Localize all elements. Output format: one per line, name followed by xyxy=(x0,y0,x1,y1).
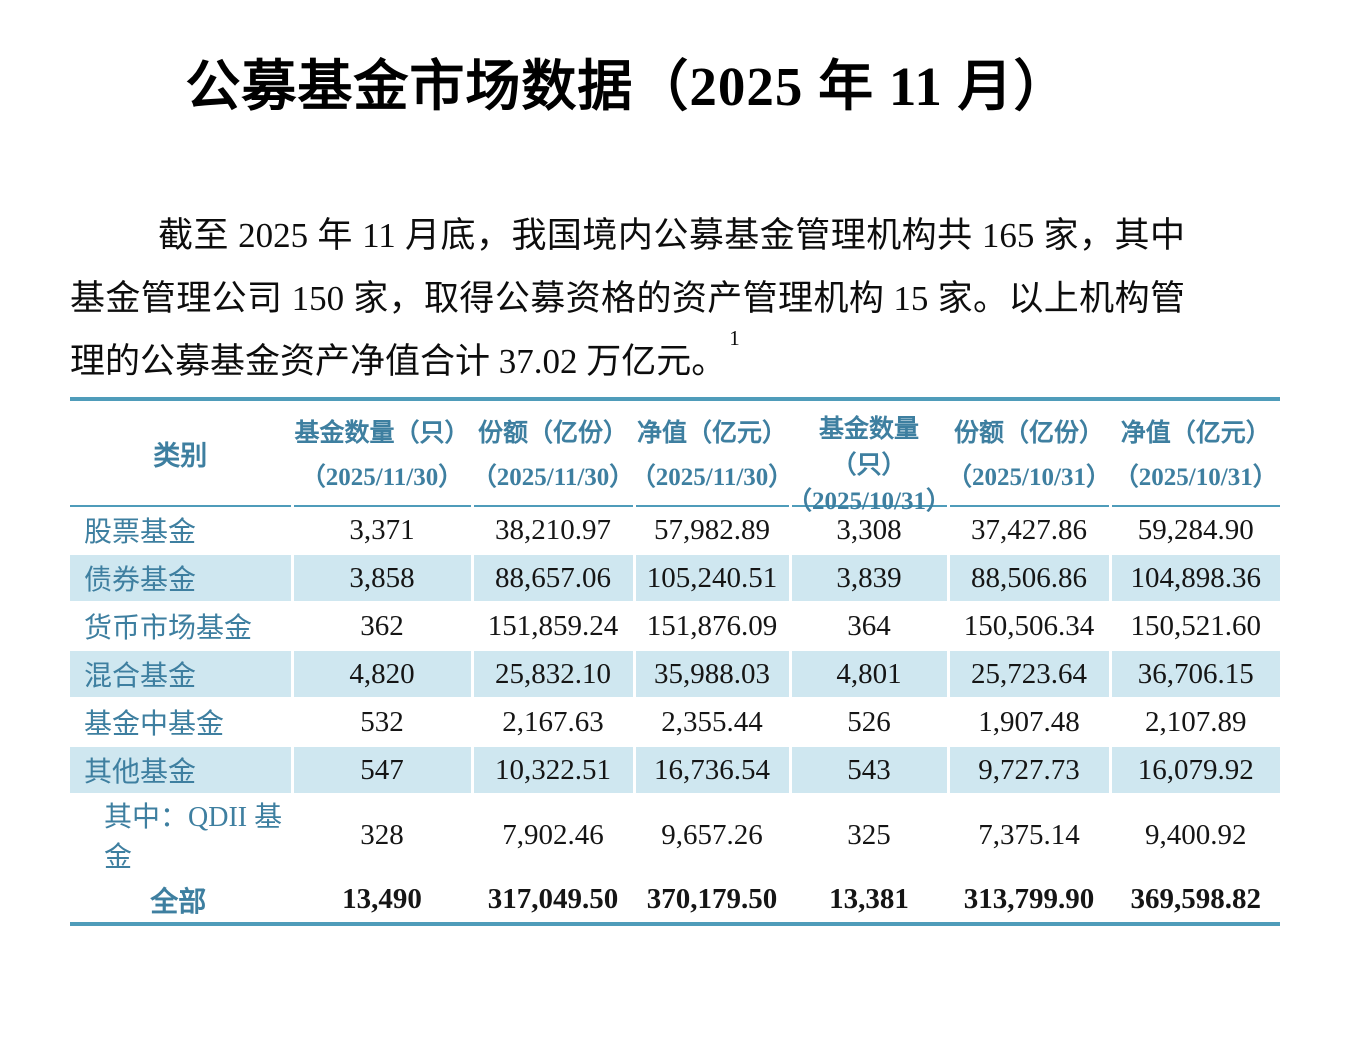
table-row: 债券基金 3,858 88,657.06 105,240.51 3,839 88,506.… xyxy=(70,553,1280,602)
page-title: 公募基金市场数据（2025 年 11 月） xyxy=(185,56,1070,117)
cell-value: 151,859.24 xyxy=(470,601,634,650)
cell-value: 13,381 xyxy=(788,875,948,924)
cell-value: 9,657.26 xyxy=(632,793,790,876)
cell-value: 3,858 xyxy=(290,553,472,602)
table-row: 混合基金 4,820 25,832.10 35,988.03 4,801 25,723.6… xyxy=(70,649,1280,698)
table-header-row: 类别 基金数量（只） （2025/11/30） 份额（亿份） （2025/11/… xyxy=(70,399,1280,515)
intro-text: 截至 2025 年 11 月底，我国境内公募基金管理机构共 165 家，其中基金… xyxy=(70,216,1185,381)
cell-value: 364 xyxy=(788,601,948,650)
cell-value: 526 xyxy=(788,697,948,746)
cell-value: 2,107.89 xyxy=(1108,697,1280,746)
column-header-count-oct: 基金数量（只） （2025/10/31） xyxy=(787,399,951,515)
column-header-date: （2025/11/30） xyxy=(471,464,635,491)
column-header-label: 净值（亿元） xyxy=(1120,420,1271,447)
cell-value: 38,210.97 xyxy=(470,505,634,554)
cell-value: 3,371 xyxy=(290,505,472,554)
table-row: 全部 13,490 317,049.50 370,179.50 13,381 313,79… xyxy=(70,875,1280,924)
column-header-date: （2025/10/31） xyxy=(1113,464,1278,491)
cell-value: 4,820 xyxy=(290,649,472,698)
cell-value: 2,167.63 xyxy=(470,697,634,746)
fund-data-table: 类别 基金数量（只） （2025/11/30） 份额（亿份） （2025/11/… xyxy=(70,397,1280,926)
row-category-label: 混合基金 xyxy=(70,649,292,698)
table-header: 类别 基金数量（只） （2025/11/30） 份额（亿份） （2025/11/… xyxy=(70,399,1280,515)
cell-value: 9,727.73 xyxy=(946,745,1110,794)
cell-value: 16,736.54 xyxy=(632,745,790,794)
column-header-label: 份额（亿份） xyxy=(477,420,628,447)
cell-value: 547 xyxy=(290,745,472,794)
row-category-label: 其中：QDII 基金 xyxy=(70,793,292,876)
column-header-nav-oct: 净值（亿元） （2025/10/31） xyxy=(1108,399,1280,507)
row-category-label: 股票基金 xyxy=(70,505,292,554)
cell-value: 325 xyxy=(788,793,948,876)
document-header: 公募基金市场数据（2025 年 11 月） 截至 2025 年 11 月底，我国… xyxy=(70,54,1185,393)
cell-value: 10,322.51 xyxy=(470,745,634,794)
cell-value: 4,801 xyxy=(788,649,948,698)
row-category-label: 基金中基金 xyxy=(70,697,292,746)
column-header-label: 净值（亿元） xyxy=(636,420,787,447)
column-header-label: 基金数量（只） xyxy=(818,416,919,479)
cell-value: 36,706.15 xyxy=(1108,649,1280,698)
column-header-date: （2025/11/30） xyxy=(300,464,464,491)
cell-value: 7,902.46 xyxy=(470,793,634,876)
cell-value: 104,898.36 xyxy=(1108,553,1280,602)
cell-value: 59,284.90 xyxy=(1108,505,1280,554)
column-header-label: 份额（亿份） xyxy=(953,420,1104,447)
cell-value: 1,907.48 xyxy=(946,697,1110,746)
row-category-label: 其他基金 xyxy=(70,745,292,794)
column-header-date: （2025/11/30） xyxy=(630,464,794,491)
cell-value: 317,049.50 xyxy=(470,875,634,924)
cell-value: 13,490 xyxy=(290,875,472,924)
column-header-date: （2025/10/31） xyxy=(787,488,951,515)
column-header-count-nov: 基金数量（只） （2025/11/30） xyxy=(290,399,472,507)
table-row: 其他基金 547 10,322.51 16,736.54 543 9,727.73 16,0… xyxy=(70,745,1280,794)
cell-value: 57,982.89 xyxy=(632,505,790,554)
cell-value: 88,506.86 xyxy=(946,553,1110,602)
cell-value: 25,832.10 xyxy=(470,649,634,698)
cell-value: 2,355.44 xyxy=(632,697,790,746)
cell-value: 7,375.14 xyxy=(946,793,1110,876)
cell-value: 151,876.09 xyxy=(632,601,790,650)
cell-value: 105,240.51 xyxy=(632,553,790,602)
cell-value: 150,506.34 xyxy=(946,601,1110,650)
cell-value: 150,521.60 xyxy=(1108,601,1280,650)
table-body: 股票基金 3,371 38,210.97 57,982.89 3,308 37,427.8… xyxy=(70,505,1280,924)
table-row: 基金中基金 532 2,167.63 2,355.44 526 1,907.48 2,107… xyxy=(70,697,1280,746)
cell-value: 3,839 xyxy=(788,553,948,602)
column-header-nav-nov: 净值（亿元） （2025/11/30） xyxy=(631,399,793,507)
row-category-label: 债券基金 xyxy=(70,553,292,602)
cell-value: 370,179.50 xyxy=(632,875,790,924)
cell-value: 16,079.92 xyxy=(1108,745,1280,794)
intro-paragraph: 截至 2025 年 11 月底，我国境内公募基金管理机构共 165 家，其中基金… xyxy=(70,204,1185,393)
cell-value: 25,723.64 xyxy=(946,649,1110,698)
cell-value: 543 xyxy=(788,745,948,794)
cell-value: 313,799.90 xyxy=(946,875,1110,924)
cell-value: 328 xyxy=(290,793,472,876)
column-header-shares-nov: 份额（亿份） （2025/11/30） xyxy=(470,399,635,507)
column-header-shares-oct: 份额（亿份） （2025/10/31） xyxy=(946,399,1111,507)
column-header-date: （2025/10/31） xyxy=(947,464,1111,491)
cell-value: 9,400.92 xyxy=(1108,793,1280,876)
table-row: 股票基金 3,371 38,210.97 57,982.89 3,308 37,427.8… xyxy=(70,505,1280,554)
cell-value: 369,598.82 xyxy=(1108,875,1280,924)
table-row: 其中：QDII 基金 328 7,902.46 9,657.26 325 7,375.14… xyxy=(70,793,1280,876)
document-page: 公募基金市场数据（2025 年 11 月） 截至 2025 年 11 月底，我国… xyxy=(0,54,1348,1042)
cell-value: 362 xyxy=(290,601,472,650)
column-header-category: 类别 xyxy=(70,399,292,507)
cell-value: 37,427.86 xyxy=(946,505,1110,554)
cell-value: 88,657.06 xyxy=(470,553,634,602)
row-category-label: 全部 xyxy=(70,875,292,924)
table-row: 货币市场基金 362 151,859.24 151,876.09 364 150,506.… xyxy=(70,601,1280,650)
cell-value: 3,308 xyxy=(788,505,948,554)
cell-value: 532 xyxy=(290,697,472,746)
cell-value: 35,988.03 xyxy=(632,649,790,698)
row-category-label: 货币市场基金 xyxy=(70,601,292,650)
column-header-label: 基金数量（只） xyxy=(294,420,470,447)
footnote-reference: 1 xyxy=(729,326,740,351)
